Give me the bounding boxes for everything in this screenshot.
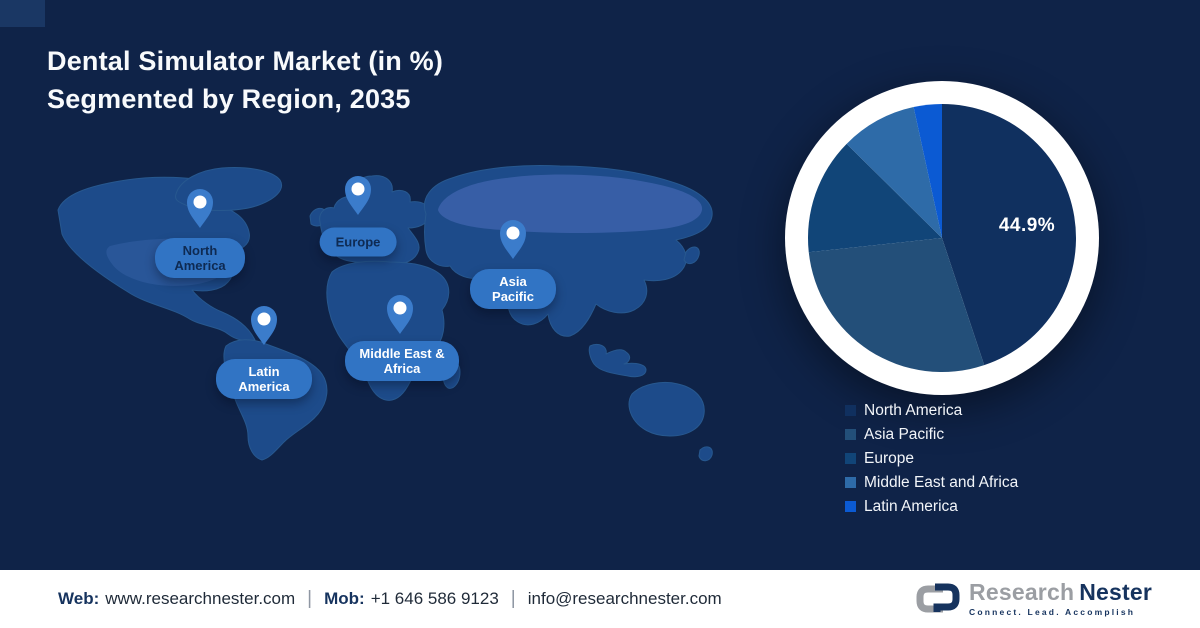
map-pin-icon-latin-america — [251, 306, 277, 345]
legend-label: Latin America — [864, 498, 958, 515]
pie-slice-north-america — [942, 104, 1077, 366]
island-new-zealand — [698, 446, 713, 462]
island-japan — [683, 246, 700, 265]
contact-info: Web: www.researchnester.com | Mob: +1 64… — [58, 588, 722, 610]
legend-label: Middle East and Africa — [864, 474, 1019, 491]
pie-slice-europe — [807, 143, 942, 253]
phone-number: +1 646 586 9123 — [370, 589, 499, 608]
page-title-line1: Dental Simulator Market (in %) — [47, 46, 444, 76]
email-address[interactable]: info@researchnester.com — [527, 589, 722, 608]
logo-chain-icon — [916, 583, 960, 613]
map-pin-icon-europe — [345, 176, 371, 215]
continent-australia — [628, 381, 705, 437]
legend-swatch — [845, 477, 856, 488]
web-label: Web: — [58, 589, 100, 608]
legend-item: North America — [845, 402, 1018, 419]
corner-accent — [0, 0, 45, 27]
pie-chart: 44.9% — [783, 79, 1101, 397]
pie-legend: North America Asia Pacific Europe Middle Ea… — [845, 402, 1018, 522]
region-russia-highlight — [438, 174, 703, 233]
legend-label: Europe — [864, 450, 914, 467]
islands-southeast-asia — [588, 343, 647, 378]
legend-label: North America — [864, 402, 963, 419]
legend-item: Europe — [845, 450, 1018, 467]
pie-slice-middle-east-and-africa — [846, 107, 942, 238]
legend-item: Asia Pacific — [845, 426, 1018, 443]
page-title-line2: Segmented by Region, 2035 — [47, 84, 411, 114]
research-nester-logo: Research Nester Connect. Lead. Accomplish — [913, 581, 1152, 617]
map-label-asia-pacific: Asia Pacific — [470, 269, 556, 309]
legend-swatch — [845, 501, 856, 512]
logo-name-research: Research — [969, 579, 1075, 605]
legend-item: Middle East and Africa — [845, 474, 1018, 491]
map-pin-icon-middle-east-africa — [387, 295, 413, 334]
world-map: North America Europe Asia Pacific Middle… — [50, 150, 730, 475]
map-label-north-america: North America — [155, 238, 245, 278]
separator: | — [307, 588, 313, 609]
map-label-middle-east-africa: Middle East & Africa — [345, 341, 459, 381]
logo-text: Research Nester Connect. Lead. Accomplish — [969, 581, 1152, 618]
legend-label: Asia Pacific — [864, 426, 945, 443]
map-label-latin-america: Latin America — [216, 359, 312, 399]
pie-value-label: 44.9% — [998, 215, 1056, 236]
pie-slice-latin-america — [913, 104, 942, 238]
legend-swatch — [845, 405, 856, 416]
legend-swatch — [845, 429, 856, 440]
legend-swatch — [845, 453, 856, 464]
pie-slice-asia-pacific — [808, 238, 985, 373]
logo-tagline: Connect. Lead. Accomplish — [969, 607, 1136, 617]
page-title: Dental Simulator Market (in %) Segmented… — [47, 42, 667, 118]
pie-chart-svg — [785, 81, 1099, 395]
continent-south-america — [223, 339, 328, 461]
map-label-europe: Europe — [319, 227, 397, 257]
legend-item: Latin America — [845, 498, 1018, 515]
mob-label: Mob: — [324, 589, 365, 608]
map-pin-icon-asia-pacific — [500, 220, 526, 259]
separator: | — [510, 588, 516, 609]
website-url[interactable]: www.researchnester.com — [105, 589, 296, 608]
logo-name-nester: Nester — [1079, 579, 1152, 605]
footer-bar: Web: www.researchnester.com | Mob: +1 64… — [0, 570, 1200, 628]
logo-name: Research Nester — [969, 581, 1152, 604]
map-pin-icon-north-america — [187, 189, 213, 228]
